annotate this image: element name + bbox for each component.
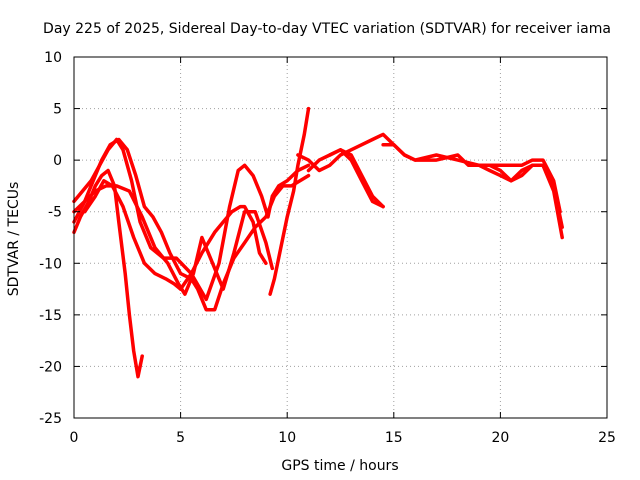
chart-title: Day 225 of 2025, Sidereal Day-to-day VTE… xyxy=(43,21,611,37)
data-series-group xyxy=(72,106,564,379)
y-tick-label: -20 xyxy=(39,359,62,375)
series-track-4 xyxy=(72,137,311,312)
x-axis-label: GPS time / hours xyxy=(281,458,398,474)
y-tick-label: -5 xyxy=(48,205,62,221)
series-track-6 xyxy=(178,204,268,291)
series-track-7 xyxy=(268,106,311,296)
x-tick-label: 5 xyxy=(176,430,185,446)
series-track-5 xyxy=(82,179,183,291)
x-tick-label: 0 xyxy=(70,430,79,446)
x-tick-label: 15 xyxy=(385,430,403,446)
series-track-9 xyxy=(306,148,385,209)
series-track-10 xyxy=(328,148,385,209)
y-tick-label: -25 xyxy=(39,411,62,427)
y-tick-label: 5 xyxy=(53,102,62,118)
plot-frame xyxy=(73,56,608,419)
series-track-3 xyxy=(72,184,275,296)
series-track-12 xyxy=(477,163,564,229)
axis-ticks: 0 5 10 15 20 25 -25 -20 -15 -10 -5 0 5 10 xyxy=(39,50,616,446)
y-tick-label: -10 xyxy=(39,256,62,272)
x-tick-label: 25 xyxy=(598,430,616,446)
y-tick-label: 10 xyxy=(44,50,62,66)
y-axis-label: SDTVAR / TECUs xyxy=(6,182,22,297)
y-tick-label: -15 xyxy=(39,308,62,324)
x-tick-label: 10 xyxy=(278,430,296,446)
y-tick-label: 0 xyxy=(53,153,62,169)
grid xyxy=(74,57,607,418)
x-tick-label: 20 xyxy=(491,430,509,446)
